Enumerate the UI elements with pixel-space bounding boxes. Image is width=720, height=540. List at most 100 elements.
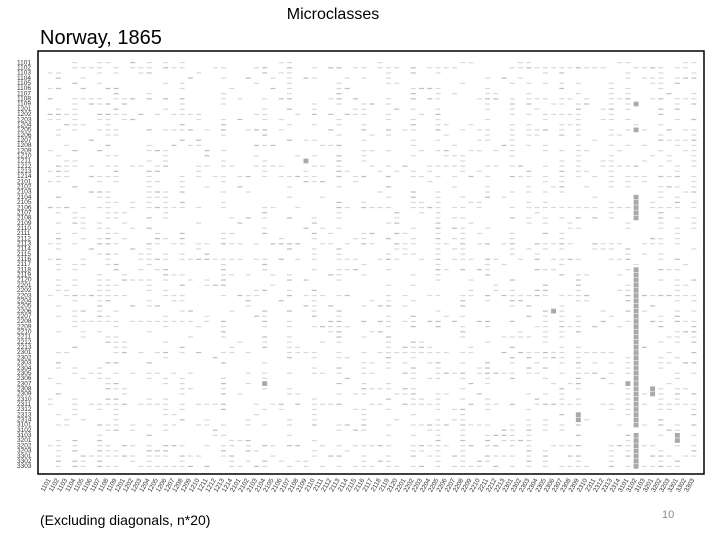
heatmap-cell xyxy=(361,372,367,374)
heatmap-cell xyxy=(105,144,111,147)
heatmap-cell xyxy=(410,351,416,354)
heatmap-cell xyxy=(542,320,548,323)
heatmap-cell xyxy=(179,382,185,385)
heatmap-cell xyxy=(154,372,160,374)
heatmap-cell xyxy=(105,118,111,121)
heatmap-cell xyxy=(286,346,292,348)
heatmap-cell xyxy=(386,398,391,400)
heatmap-cell xyxy=(435,113,441,115)
heatmap-cell xyxy=(617,206,623,209)
heatmap-cell xyxy=(377,305,383,307)
heatmap-cell xyxy=(683,77,689,79)
heatmap-cell xyxy=(542,165,548,167)
heatmap-cell xyxy=(361,382,367,385)
heatmap-cell xyxy=(146,217,152,219)
heatmap-cell xyxy=(171,206,177,209)
heatmap-cell xyxy=(220,331,226,333)
heatmap-cell xyxy=(64,294,70,297)
heatmap-cell xyxy=(460,455,466,457)
heatmap-cell xyxy=(113,269,119,271)
heatmap-cell xyxy=(229,87,235,90)
heatmap-cell-high xyxy=(633,448,639,454)
heatmap-cell xyxy=(105,217,111,219)
heatmap-cell xyxy=(625,77,631,79)
heatmap-cell xyxy=(485,93,491,95)
row-label: 2113 xyxy=(17,241,31,248)
heatmap-cell xyxy=(220,160,226,162)
row-label: 3201 xyxy=(17,437,32,444)
heatmap-cell xyxy=(485,108,491,110)
heatmap-cell xyxy=(97,377,103,379)
heatmap-cell xyxy=(336,87,342,90)
heatmap-cell xyxy=(625,434,631,436)
heatmap-cell xyxy=(171,414,177,416)
heatmap-cell xyxy=(658,258,664,260)
heatmap-cell xyxy=(435,294,441,297)
heatmap-cell xyxy=(509,82,515,84)
heatmap-cell xyxy=(567,382,573,385)
heatmap-cell xyxy=(278,175,284,178)
heatmap-cell xyxy=(468,382,474,385)
heatmap-cell xyxy=(435,403,441,405)
heatmap-cell xyxy=(113,429,119,431)
heatmap-cell xyxy=(138,320,144,323)
heatmap-cell xyxy=(163,67,169,69)
heatmap-cell xyxy=(460,351,466,354)
heatmap-cell xyxy=(542,150,548,152)
heatmap-cell xyxy=(666,129,672,131)
heatmap-cell xyxy=(286,465,292,468)
heatmap-cell xyxy=(460,398,466,400)
heatmap-cell xyxy=(328,320,334,323)
heatmap-cell xyxy=(559,424,565,426)
heatmap-cell xyxy=(105,382,111,385)
heatmap-cell xyxy=(509,300,515,302)
heatmap-cell xyxy=(485,269,491,271)
heatmap-cell xyxy=(584,300,590,302)
heatmap-cell xyxy=(80,336,86,338)
heatmap-cell xyxy=(542,118,548,121)
heatmap-cell xyxy=(683,455,689,457)
heatmap-cell xyxy=(105,320,111,323)
heatmap-cell xyxy=(146,377,152,379)
heatmap-cell xyxy=(674,139,680,141)
heatmap-cell xyxy=(245,419,251,421)
heatmap-cell xyxy=(427,351,433,354)
row-label: 1207 xyxy=(17,137,32,144)
heatmap-cell xyxy=(485,320,491,323)
heatmap-cell xyxy=(80,331,86,333)
heatmap-cell xyxy=(410,357,416,359)
heatmap-cell xyxy=(592,196,598,198)
heatmap-cell xyxy=(386,294,391,297)
row-label: 3301 xyxy=(17,453,32,460)
heatmap-cell xyxy=(691,310,697,312)
heatmap-cell xyxy=(460,170,466,172)
heatmap-cell xyxy=(575,331,581,333)
heatmap-cell xyxy=(658,455,664,457)
heatmap-cell xyxy=(311,289,317,291)
heatmap-cell xyxy=(485,227,491,229)
heatmap-cell xyxy=(47,113,53,115)
heatmap-cell xyxy=(344,113,350,115)
heatmap-cells xyxy=(47,61,697,469)
heatmap-cell xyxy=(559,87,565,90)
row-label: 2309 xyxy=(17,391,32,398)
heatmap-cell xyxy=(121,118,127,121)
heatmap-cell xyxy=(435,310,441,312)
heatmap-cell xyxy=(592,139,598,141)
heatmap-cell xyxy=(237,341,243,343)
heatmap-cell xyxy=(154,455,160,457)
heatmap-cell xyxy=(542,113,548,115)
column-labels: 1101110211031104110511061107110811091201… xyxy=(40,477,697,493)
heatmap-cell xyxy=(485,424,491,426)
heatmap-cell xyxy=(650,155,656,157)
heatmap-cell xyxy=(452,372,458,374)
row-label: 2302 xyxy=(17,354,32,361)
heatmap-cell-high xyxy=(674,433,680,438)
heatmap-cell xyxy=(262,388,268,390)
heatmap-cell xyxy=(542,357,548,359)
heatmap-cell xyxy=(460,419,466,421)
heatmap-cell xyxy=(625,248,631,250)
heatmap-cell xyxy=(163,279,169,281)
heatmap-cell xyxy=(320,326,325,328)
heatmap-cell xyxy=(196,139,202,141)
